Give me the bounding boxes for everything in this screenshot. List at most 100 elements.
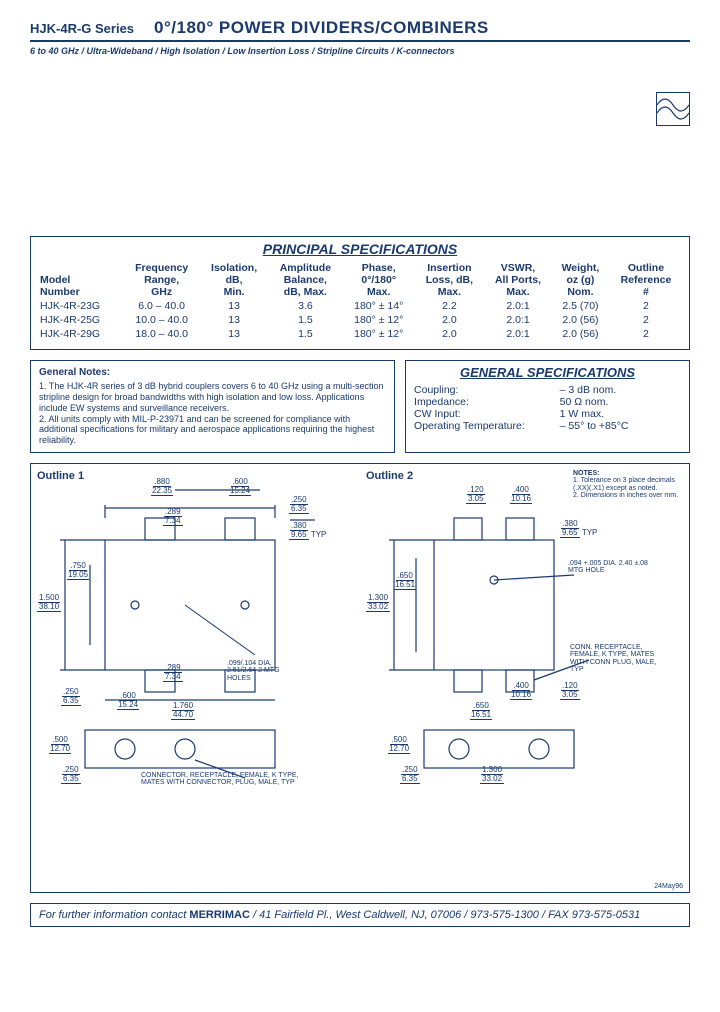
table-cell: 2.0:1 — [484, 313, 552, 327]
table-cell: 2.2 — [415, 299, 484, 313]
table-cell: 3.6 — [268, 299, 343, 313]
dim: .3809.65 — [560, 520, 580, 538]
gen-spec-row: Operating Temperature:– 55° to +85°C — [414, 420, 681, 432]
table-cell: HJK-4R-25G — [37, 313, 123, 327]
gen-spec-val: – 3 dB nom. — [560, 384, 681, 396]
brand-logo — [656, 92, 690, 126]
table-cell: 2 — [609, 299, 683, 313]
header-rule — [30, 40, 690, 42]
dim: 1.30033.02 — [480, 766, 504, 784]
note-2: 2. All units comply with MIL-P-23971 and… — [39, 414, 386, 446]
col-header: InsertionLoss, dB,Max. — [415, 261, 484, 299]
conn-note-2: CONN. RECEPTACLE, FEMALE, K TYPE, MATES … — [570, 644, 670, 673]
table-cell: 18.0 – 40.0 — [123, 327, 200, 341]
col-header: Phase,0°/180°Max. — [343, 261, 415, 299]
dim: .2506.35 — [400, 766, 420, 784]
general-spec-title: GENERAL SPECIFICATIONS — [414, 365, 681, 380]
table-cell: 13 — [200, 327, 268, 341]
table-cell: 13 — [200, 299, 268, 313]
dim: .65016.51 — [394, 572, 416, 590]
series-label: HJK-4R-G Series — [30, 21, 134, 36]
table-row: HJK-4R-23G6.0 – 40.0133.6180° ± 14°2.22.… — [37, 299, 683, 313]
dim: .60015.24 — [229, 478, 251, 496]
footer-brand: MERRIMAC — [189, 909, 250, 921]
dim: .1203.05 — [466, 486, 486, 504]
gen-spec-val: 50 Ω nom. — [560, 396, 681, 408]
table-cell: 2.0 — [415, 327, 484, 341]
table-cell: 180° ± 14° — [343, 299, 415, 313]
table-cell: 2 — [609, 327, 683, 341]
table-row: HJK-4R-25G10.0 – 40.0131.5180° ± 12°2.02… — [37, 313, 683, 327]
dim: .88022.35 — [151, 478, 173, 496]
gen-spec-key: Operating Temperature: — [414, 420, 560, 432]
col-header: AmplitudeBalance,dB, Max. — [268, 261, 343, 299]
table-cell: 1.5 — [268, 327, 343, 341]
outline-2: Outline 2 NOTES: 1. Tolerance on 3 place… — [360, 464, 689, 892]
dim: .2897.34 — [163, 508, 183, 526]
drawing-date: 24May96 — [654, 883, 683, 890]
general-spec-box: GENERAL SPECIFICATIONS Coupling:– 3 dB n… — [405, 360, 690, 453]
principal-table: ModelNumberFrequencyRange,GHzIsolation,d… — [37, 261, 683, 341]
dim-typ: TYP — [582, 528, 598, 537]
table-cell: HJK-4R-29G — [37, 327, 123, 341]
mtg-hole-note: .094 +.005 DIA. 2.40 ±.08 MTG HOLE — [568, 560, 648, 575]
col-header: FrequencyRange,GHz — [123, 261, 200, 299]
table-cell: 2 — [609, 313, 683, 327]
dim: 1.30033.02 — [366, 594, 390, 612]
table-cell: HJK-4R-23G — [37, 299, 123, 313]
dim: 1.50038.10 — [37, 594, 61, 612]
dim: .2506.35 — [61, 766, 81, 784]
dim: .2897.34 — [163, 664, 183, 682]
table-cell: 2.0 — [415, 313, 484, 327]
gen-spec-row: Impedance:50 Ω nom. — [414, 396, 681, 408]
table-cell: 1.5 — [268, 313, 343, 327]
outlines-box: Outline 1 — [30, 463, 690, 893]
table-cell: 180° ± 12° — [343, 313, 415, 327]
table-cell: 2.0:1 — [484, 299, 552, 313]
dim: .2506.35 — [61, 688, 81, 706]
footer-post: / 41 Fairfield Pl., West Caldwell, NJ, 0… — [250, 909, 640, 921]
table-row: HJK-4R-29G18.0 – 40.0131.5180° ± 12°2.02… — [37, 327, 683, 341]
dim: .2506.35 — [289, 496, 309, 514]
principal-spec-box: PRINCIPAL SPECIFICATIONS ModelNumberFreq… — [30, 236, 690, 350]
gen-spec-val: – 55° to +85°C — [560, 420, 681, 432]
dim: .50012.70 — [388, 736, 410, 754]
dim: .75019.05 — [67, 562, 89, 580]
col-header: OutlineReference# — [609, 261, 683, 299]
gen-spec-key: Coupling: — [414, 384, 560, 396]
dim: .65016.51 — [470, 702, 492, 720]
notes-heading: General Notes: — [39, 367, 386, 379]
table-cell: 2.0 (56) — [552, 327, 609, 341]
gen-spec-key: CW Input: — [414, 408, 560, 420]
footer-contact: For further information contact MERRIMAC… — [30, 903, 690, 927]
table-cell: 13 — [200, 313, 268, 327]
dim: .40010.16 — [510, 682, 532, 700]
subtitle: 6 to 40 GHz / Ultra-Wideband / High Isol… — [30, 46, 690, 56]
gen-spec-row: CW Input:1 W max. — [414, 408, 681, 420]
dim-typ: TYP — [311, 530, 327, 539]
note-1: 1. The HJK-4R series of 3 dB hybrid coup… — [39, 381, 386, 413]
col-header: VSWR,All Ports,Max. — [484, 261, 552, 299]
table-cell: 6.0 – 40.0 — [123, 299, 200, 313]
col-header: Isolation,dB,Min. — [200, 261, 268, 299]
outline-1: Outline 1 — [31, 464, 360, 892]
dim: 1.76044.70 — [171, 702, 195, 720]
table-cell: 2.0 (56) — [552, 313, 609, 327]
dim: .3809.65 — [289, 522, 309, 540]
col-header: Weight,oz (g)Nom. — [552, 261, 609, 299]
dim: .50012.70 — [49, 736, 71, 754]
gen-spec-key: Impedance: — [414, 396, 560, 408]
footer-pre: For further information contact — [39, 909, 189, 921]
outline-notes-heading: NOTES: — [573, 470, 683, 477]
table-cell: 180° ± 12° — [343, 327, 415, 341]
conn-note-1: CONNECTOR, RECEPTACLE, FEMALE, K TYPE, M… — [141, 772, 301, 787]
dia-note: .099/.104 DIA. 2.51/2.64 2 MTG HOLES — [227, 660, 297, 682]
gen-spec-val: 1 W max. — [560, 408, 681, 420]
dim: .40010.16 — [510, 486, 532, 504]
col-header: ModelNumber — [37, 261, 123, 299]
gen-spec-row: Coupling:– 3 dB nom. — [414, 384, 681, 396]
table-cell: 2.0:1 — [484, 327, 552, 341]
general-notes-box: General Notes: 1. The HJK-4R series of 3… — [30, 360, 395, 453]
outline-2-drawing — [364, 480, 684, 780]
table-cell: 2.5 (70) — [552, 299, 609, 313]
